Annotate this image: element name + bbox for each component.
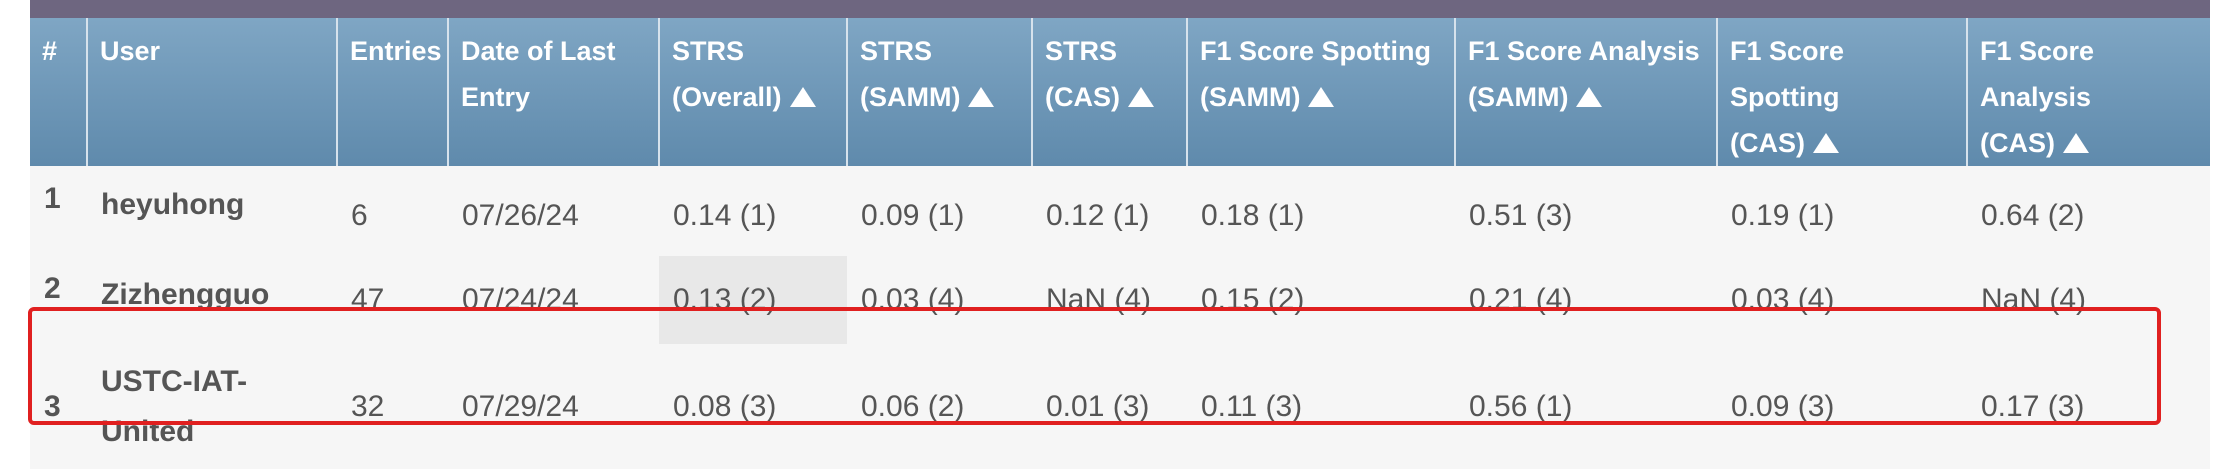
column-header-title: STRS <box>860 36 933 66</box>
score-cell: 0.64 (2) <box>1967 166 2210 256</box>
column-header-subtitle-text: (CAS) <box>1980 128 2055 158</box>
column-header-5[interactable]: STRS (SAMM) <box>846 18 1032 166</box>
column-header-0: # <box>30 18 87 166</box>
window-top-bar <box>30 0 2210 18</box>
user-name-line[interactable]: heyuhong <box>101 188 245 221</box>
column-header-7[interactable]: F1 Score Spotting (SAMM) <box>1186 18 1455 166</box>
column-header-title: # <box>42 36 58 66</box>
column-header-3: Date of Last Entry <box>447 18 659 166</box>
column-header-subtitle: (Overall) <box>672 74 834 120</box>
rank-cell: 1 <box>30 166 87 256</box>
score-cell: 0.03 (4) <box>847 256 1032 344</box>
column-header-subtitle: (SAMM) <box>860 74 1019 120</box>
column-header-subtitle: (SAMM) <box>1200 74 1442 120</box>
sort-ascending-icon[interactable] <box>789 87 816 107</box>
column-header-title: F1 Score Analysis <box>1980 36 2095 112</box>
score-cell: 0.11 (3) <box>1187 344 1455 469</box>
column-header-6[interactable]: STRS (CAS) <box>1031 18 1187 166</box>
sort-ascending-icon[interactable] <box>1128 87 1154 107</box>
score-cell: 0.15 (2) <box>1187 256 1455 344</box>
sort-ascending-icon[interactable] <box>1813 133 1839 153</box>
entries-cell: 6 <box>337 166 448 256</box>
entries-cell: 47 <box>337 256 448 344</box>
table-row: 1 heyuhong 6 07/26/24 0.14 (1) 0.09 (1) 0.12 (… <box>30 166 2210 256</box>
column-header-title: Date of Last <box>461 36 616 66</box>
sort-ascending-icon[interactable] <box>968 87 995 107</box>
column-header-subtitle-text: (SAMM) <box>860 82 961 112</box>
date-cell: 07/24/24 <box>448 256 659 344</box>
column-header-8[interactable]: F1 Score Analysis (SAMM) <box>1454 18 1717 166</box>
user-name-line[interactable]: USTC-IAT- <box>101 364 248 398</box>
score-cell: 0.14 (1) <box>659 166 847 256</box>
column-header-title: STRS <box>1045 36 1118 66</box>
column-header-title: F1 Score Spotting <box>1730 36 1845 112</box>
column-header-subtitle-text: (SAMM) <box>1200 82 1301 112</box>
column-header-subtitle: (CAS) <box>1730 120 1954 166</box>
column-header-title: F1 Score Spotting <box>1200 36 1432 66</box>
column-header-subtitle: (SAMM) <box>1468 74 1704 120</box>
entries-cell: 32 <box>337 344 448 469</box>
column-header-subtitle-text: (CAS) <box>1045 82 1120 112</box>
score-cell: 0.18 (1) <box>1187 166 1455 256</box>
score-cell: 0.17 (3) <box>1967 344 2210 469</box>
sort-ascending-icon[interactable] <box>1308 87 1335 107</box>
header-row: # User Entries Date of Last Entry STRS (Overal… <box>30 18 2210 166</box>
column-header-subtitle: (CAS) <box>1980 120 2198 166</box>
table-row: 2 Zizhengguo 47 07/24/24 0.13 (2) 0.03 (4) NaN… <box>30 256 2210 344</box>
column-header-subtitle-text: Entry <box>461 82 531 112</box>
user-name-line[interactable]: Zizhengguo <box>101 278 270 311</box>
column-header-title: F1 Score Analysis <box>1468 36 1700 66</box>
score-cell: 0.13 (2) <box>659 256 847 344</box>
user-name-line[interactable]: United <box>101 414 195 448</box>
score-cell: NaN (4) <box>1967 256 2210 344</box>
score-cell: 0.09 (3) <box>1717 344 1967 469</box>
date-cell: 07/26/24 <box>448 166 659 256</box>
sort-ascending-icon[interactable] <box>1576 87 1603 107</box>
user-link[interactable]: Zizhengguo <box>87 256 337 344</box>
score-cell: 0.09 (1) <box>847 166 1032 256</box>
rank-cell: 2 <box>30 256 87 344</box>
date-cell: 07/29/24 <box>448 344 659 469</box>
score-cell: 0.01 (3) <box>1032 344 1187 469</box>
score-cell: 0.51 (3) <box>1455 166 1717 256</box>
column-header-subtitle: Entry <box>461 74 646 120</box>
leaderboard-table: # User Entries Date of Last Entry STRS (Overal… <box>30 18 2210 469</box>
rank-cell: 3 <box>30 344 87 469</box>
column-header-1: User <box>86 18 337 166</box>
column-header-10[interactable]: F1 Score Analysis (CAS) <box>1966 18 2210 166</box>
column-header-9[interactable]: F1 Score Spotting (CAS) <box>1716 18 1967 166</box>
column-header-title: STRS <box>672 36 745 66</box>
score-cell: 0.56 (1) <box>1455 344 1717 469</box>
score-cell: 0.06 (2) <box>847 344 1032 469</box>
column-header-subtitle-text: (SAMM) <box>1468 82 1569 112</box>
column-header-2: Entries <box>336 18 448 166</box>
score-cell: 0.08 (3) <box>659 344 847 469</box>
score-cell: 0.03 (4) <box>1717 256 1967 344</box>
column-header-subtitle-text: (CAS) <box>1730 128 1805 158</box>
score-cell: 0.19 (1) <box>1717 166 1967 256</box>
score-cell: 0.21 (4) <box>1455 256 1717 344</box>
column-header-title: User <box>100 36 161 66</box>
column-header-subtitle: (CAS) <box>1045 74 1174 120</box>
user-link[interactable]: USTC-IAT- United <box>87 344 337 469</box>
score-cell: 0.12 (1) <box>1032 166 1187 256</box>
column-header-4[interactable]: STRS (Overall) <box>658 18 847 166</box>
column-header-title: Entries <box>350 36 442 66</box>
score-cell: NaN (4) <box>1032 256 1187 344</box>
column-header-subtitle-text: (Overall) <box>672 82 782 112</box>
user-link[interactable]: heyuhong <box>87 166 337 256</box>
table-row: 3 USTC-IAT- United 32 07/29/24 0.08 (3) 0.06 (… <box>30 344 2210 469</box>
sort-ascending-icon[interactable] <box>2063 133 2089 153</box>
